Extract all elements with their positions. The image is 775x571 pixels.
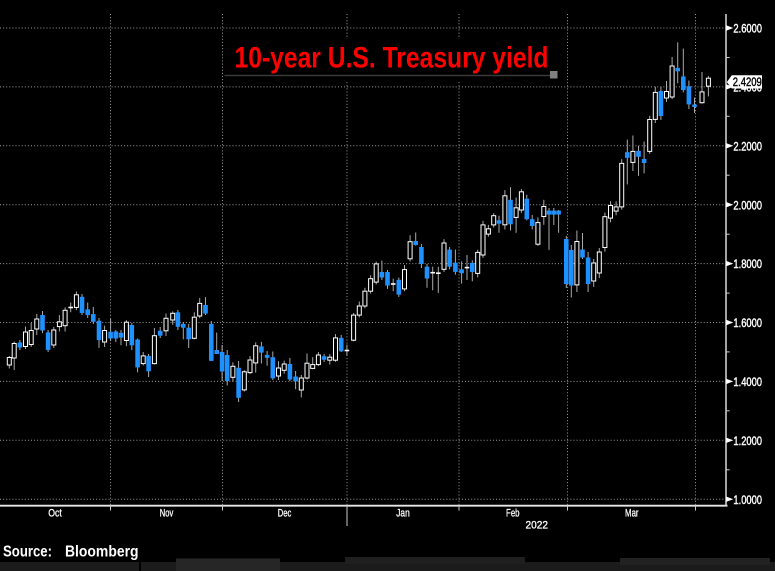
svg-text:2.4209: 2.4209 (733, 77, 762, 89)
svg-text:Bloomberg: Bloomberg (65, 544, 139, 561)
svg-text:1.4000: 1.4000 (733, 377, 762, 389)
svg-text:1.6000: 1.6000 (733, 318, 762, 330)
svg-text:2.0000: 2.0000 (733, 200, 762, 212)
svg-text:1.8000: 1.8000 (733, 259, 762, 271)
svg-text:Dec: Dec (278, 508, 292, 520)
svg-text:2.6000: 2.6000 (733, 24, 762, 36)
svg-text:Mar: Mar (625, 508, 639, 520)
svg-text:1.2000: 1.2000 (733, 436, 762, 448)
svg-text:2022: 2022 (526, 520, 549, 532)
svg-text:Jan: Jan (396, 508, 410, 520)
svg-text:Feb: Feb (506, 508, 520, 520)
svg-text:Oct: Oct (48, 508, 62, 520)
svg-text:Source:: Source: (3, 544, 52, 561)
svg-text:1.0000: 1.0000 (733, 495, 762, 507)
svg-text:2.2000: 2.2000 (733, 141, 762, 153)
svg-text:10-year U.S. Treasury yield: 10-year U.S. Treasury yield (235, 42, 549, 75)
svg-text:Nov: Nov (160, 508, 174, 520)
